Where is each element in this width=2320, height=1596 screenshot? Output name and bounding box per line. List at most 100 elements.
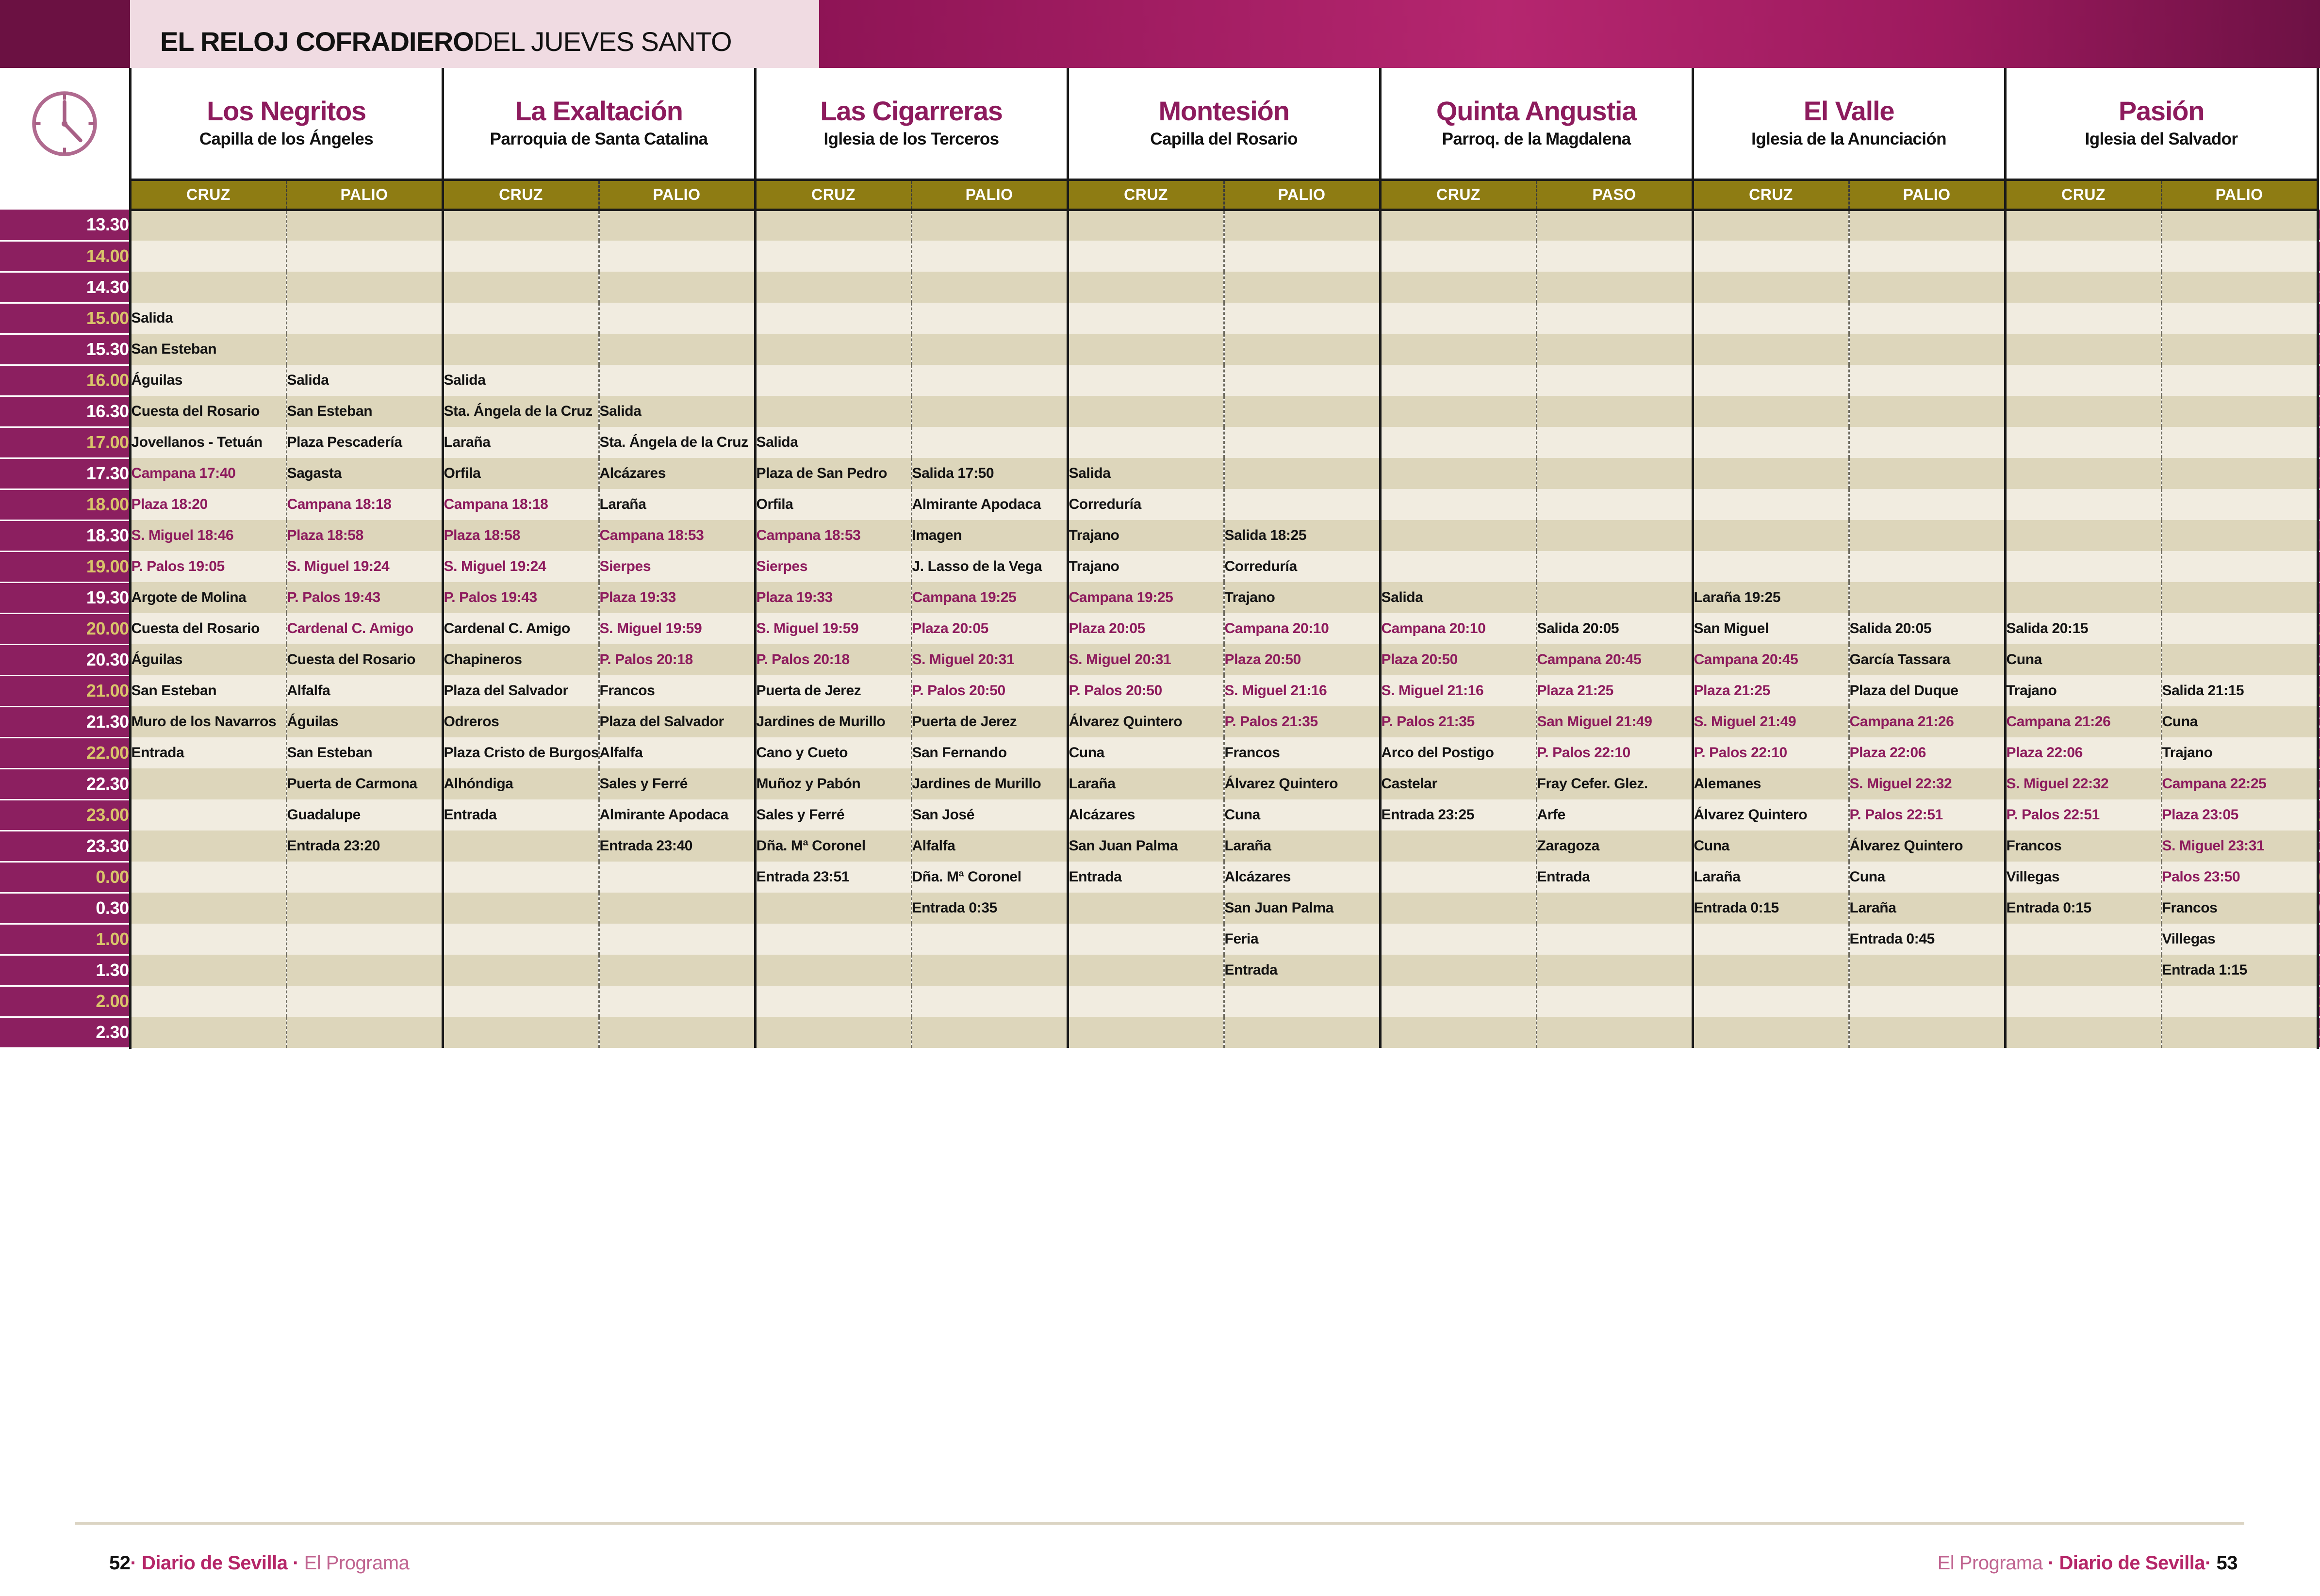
- schedule-sheet: Los Negritos Capilla de los Ángeles La Exa…: [0, 68, 2320, 1518]
- schedule-cell: [2160, 303, 2319, 334]
- brotherhood-header-6: Pasión Iglesia del Salvador: [2004, 68, 2319, 179]
- footer-sep-3: ·: [2048, 1552, 2054, 1574]
- page-footer: 52· Diario de Sevilla · El Programa El P…: [0, 1547, 2320, 1596]
- schedule-cell: Plaza del Salvador: [598, 706, 756, 737]
- schedule-cell: [1848, 272, 2006, 303]
- schedule-cell: [129, 955, 286, 986]
- brotherhood-place: Capilla de los Ángeles: [199, 130, 374, 149]
- schedule-cell: S. Miguel 18:46: [129, 520, 286, 551]
- schedule-cell: Salida 17:50: [910, 458, 1068, 489]
- schedule-cell: [1379, 551, 1537, 582]
- schedule-cell: S. Miguel 19:24: [285, 551, 443, 582]
- schedule-cell: Arfe: [1535, 799, 1693, 831]
- schedule-cell: [910, 396, 1068, 427]
- schedule-cell: [1223, 1017, 1381, 1048]
- brotherhood-name: Quinta Angustia: [1436, 96, 1637, 127]
- table-row: 14.30 14.30: [0, 272, 2320, 304]
- schedule-cell: [598, 862, 756, 893]
- row-time-left: 16.30: [0, 396, 130, 428]
- schedule-cell: [1066, 1017, 1224, 1048]
- schedule-cell: [441, 210, 599, 241]
- schedule-cell: Jovellanos - Tetuán: [129, 427, 286, 458]
- schedule-cell: Alhóndiga: [441, 768, 599, 799]
- row-time-right: 18.00: [2318, 489, 2320, 521]
- schedule-cell: [2004, 924, 2162, 955]
- schedule-cell: [1223, 365, 1381, 396]
- schedule-cell: Plaza del Salvador: [441, 675, 599, 706]
- schedule-cell: Sta. Ángela de la Cruz: [598, 427, 756, 458]
- schedule-cell: [2160, 458, 2319, 489]
- schedule-cell: Cuesta del Rosario: [129, 396, 286, 427]
- schedule-cell: P. Palos 19:05: [129, 551, 286, 582]
- schedule-cell: [1535, 489, 1693, 520]
- clock-icon-right-header: [2318, 68, 2320, 179]
- schedule-cell: Álvarez Quintero: [1066, 706, 1224, 737]
- schedule-cell: Alfalfa: [598, 737, 756, 768]
- schedule-cell: [1223, 334, 1381, 365]
- schedule-cell: Águilas: [129, 644, 286, 675]
- schedule-cell: [1535, 582, 1693, 613]
- schedule-cell: García Tassara: [1848, 644, 2006, 675]
- schedule-cell: Campana 17:40: [129, 458, 286, 489]
- bottom-rule: [75, 1522, 2244, 1525]
- clock-icon-left-header: [0, 68, 130, 179]
- schedule-cell: Villegas: [2160, 924, 2319, 955]
- schedule-cell: [1691, 551, 1849, 582]
- schedule-cell: Arco del Postigo: [1379, 737, 1537, 768]
- schedule-cell: [2160, 427, 2319, 458]
- table-row: 20.00 Cuesta del Rosario Cardenal C. Amigo…: [0, 613, 2320, 645]
- schedule-cell: Campana 18:53: [598, 520, 756, 551]
- schedule-cell: [2004, 365, 2162, 396]
- schedule-cell: [1848, 210, 2006, 241]
- schedule-cell: [1223, 241, 1381, 272]
- schedule-cell: San Esteban: [285, 737, 443, 768]
- table-row: 18.30 S. Miguel 18:46 Plaza 18:58 Plaza 18:…: [0, 520, 2320, 552]
- row-time-right: 14.30: [2318, 272, 2320, 304]
- schedule-cell: Campana 20:10: [1223, 613, 1381, 644]
- schedule-cell: Francos: [1223, 737, 1381, 768]
- schedule-cell: [1691, 924, 1849, 955]
- schedule-cell: Salida: [129, 303, 286, 334]
- row-time-right: 16.00: [2318, 365, 2320, 397]
- schedule-cell: [441, 272, 599, 303]
- schedule-cell: Cuna: [1223, 799, 1381, 831]
- schedule-cell: Laraña: [1066, 768, 1224, 799]
- schedule-cell: Plaza 18:20: [129, 489, 286, 520]
- schedule-cell: Francos: [2160, 893, 2319, 924]
- schedule-cell: [598, 272, 756, 303]
- schedule-cell: Castelar: [1379, 768, 1537, 799]
- table-row: 19.00 P. Palos 19:05 S. Miguel 19:24 S. Mig…: [0, 551, 2320, 583]
- schedule-cell: Salida: [1066, 458, 1224, 489]
- schedule-cell: [1379, 489, 1537, 520]
- schedule-cell: Plaza del Duque: [1848, 675, 2006, 706]
- schedule-cell: [1223, 458, 1381, 489]
- schedule-cell: Muro de los Navarros: [129, 706, 286, 737]
- schedule-cell: [441, 986, 599, 1017]
- schedule-cell: [441, 334, 599, 365]
- schedule-cell: [754, 1017, 912, 1048]
- subheader-palio-6: PALIO: [2160, 178, 2319, 211]
- schedule-cell: [1535, 924, 1693, 955]
- footer-left-section: El Programa: [304, 1552, 410, 1574]
- footer-right-brand: Diario de Sevilla: [2059, 1552, 2205, 1574]
- row-time-left: 1.30: [0, 955, 130, 987]
- schedule-cell: Entrada 0:15: [1691, 893, 1849, 924]
- schedule-cell: [2004, 582, 2162, 613]
- schedule-cell: [1535, 241, 1693, 272]
- schedule-cell: [1691, 427, 1849, 458]
- brotherhood-header-1: La Exaltación Parroquia de Santa Catalina: [441, 68, 757, 179]
- footer-sep-1: ·: [130, 1552, 137, 1574]
- schedule-cell: Campana 20:45: [1535, 644, 1693, 675]
- table-row: 18.00 Plaza 18:20 Campana 18:18 Campana 18:…: [0, 489, 2320, 521]
- schedule-cell: [754, 241, 912, 272]
- schedule-cell: [1066, 427, 1224, 458]
- clock-icon: [0, 68, 129, 179]
- row-time-left: 18.30: [0, 520, 130, 552]
- schedule-cell: [1691, 396, 1849, 427]
- schedule-cell: Plaza 22:06: [1848, 737, 2006, 768]
- page-title-regular: DEL JUEVES SANTO: [473, 26, 732, 57]
- schedule-cell: San Esteban: [285, 396, 443, 427]
